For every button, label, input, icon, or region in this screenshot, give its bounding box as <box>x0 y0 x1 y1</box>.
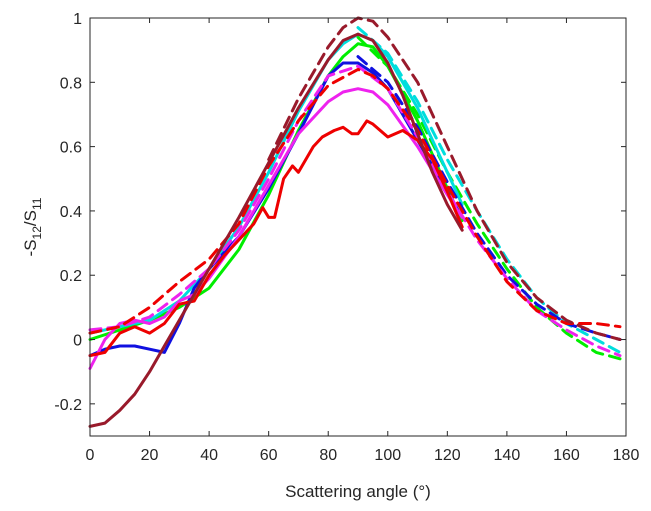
plot-area <box>90 18 626 436</box>
x-tick-label: 20 <box>141 447 159 464</box>
series-line-12 <box>267 16 622 341</box>
y-tick-label: 1 <box>73 11 82 28</box>
x-tick-label: 60 <box>260 447 278 464</box>
y-tick-label: 0.2 <box>60 268 82 285</box>
series-line-9 <box>88 119 464 358</box>
x-tick-label: 80 <box>319 447 337 464</box>
x-tick-label: 160 <box>553 447 580 464</box>
series-line-11 <box>88 32 464 428</box>
y-tick-label: 0.8 <box>60 75 82 92</box>
x-tick-label: 140 <box>494 447 521 464</box>
x-tick-label: 100 <box>374 447 401 464</box>
x-tick-label: 0 <box>86 447 95 464</box>
series-layer <box>88 16 622 428</box>
y-axis-label: -S12/S11 <box>21 197 44 256</box>
x-tick-label: 40 <box>200 447 218 464</box>
series-line-4 <box>356 26 622 354</box>
plot-frame <box>89 17 627 437</box>
series-line-6 <box>356 55 622 341</box>
y-tick-label: 0 <box>73 333 82 350</box>
series-line-2 <box>356 35 622 361</box>
y-tick-label: -0.2 <box>54 397 82 414</box>
x-tick-label: 180 <box>613 447 640 464</box>
y-tick-label: 0.4 <box>60 204 82 221</box>
y-tick-label: 0.6 <box>60 140 82 157</box>
x-tick-label: 120 <box>434 447 461 464</box>
y-axis: -0.2 0 0.2 0.4 0.6 0.8 1 <box>54 11 626 414</box>
series-line-10 <box>88 67 622 335</box>
x-axis-label: Scattering angle (°) <box>285 482 431 501</box>
x-axis: 0 20 40 60 80 100 120 140 160 180 <box>86 18 640 464</box>
